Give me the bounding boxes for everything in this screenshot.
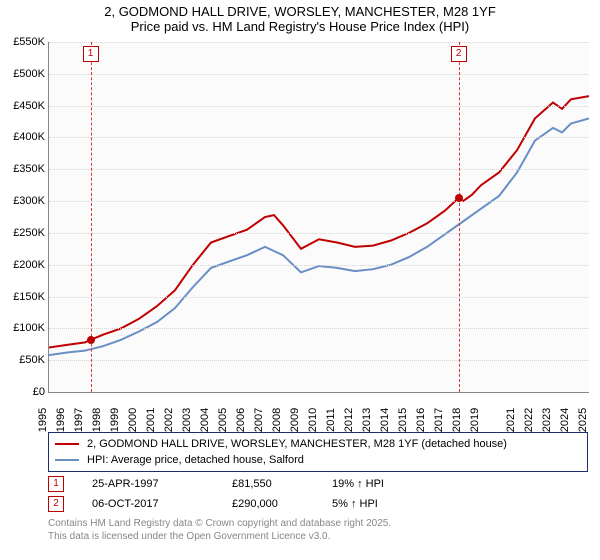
- y-axis-label: £350K: [1, 163, 45, 175]
- transaction-marker-box: 1: [83, 46, 99, 62]
- x-axis-label: 2018: [451, 408, 463, 432]
- footer-line2: This data is licensed under the Open Gov…: [48, 531, 588, 544]
- gridline-horizontal: [49, 297, 589, 298]
- transaction-price: £81,550: [232, 478, 332, 490]
- transaction-vline: [459, 42, 460, 392]
- legend-row-price-paid: 2, GODMOND HALL DRIVE, WORSLEY, MANCHEST…: [55, 436, 581, 452]
- chart-plot-area: £0£50K£100K£150K£200K£250K£300K£350K£400…: [48, 42, 589, 393]
- chart-lines: [49, 42, 589, 392]
- transaction-hpi: 5% ↑ HPI: [332, 498, 432, 510]
- x-axis-label: 1996: [55, 408, 67, 432]
- y-axis-label: £250K: [1, 227, 45, 239]
- y-axis-label: £150K: [1, 291, 45, 303]
- x-axis-label: 2016: [415, 408, 427, 432]
- x-axis-label: 2023: [541, 408, 553, 432]
- x-axis-label: 2003: [181, 408, 193, 432]
- y-axis-label: £450K: [1, 100, 45, 112]
- y-axis-label: £300K: [1, 195, 45, 207]
- x-axis-label: 2007: [253, 408, 265, 432]
- title-line2: Price paid vs. HM Land Registry's House …: [0, 19, 600, 34]
- y-axis-label: £550K: [1, 36, 45, 48]
- gridline-horizontal: [49, 169, 589, 170]
- x-axis-label: 2015: [397, 408, 409, 432]
- gridline-horizontal: [49, 74, 589, 75]
- x-axis-label: 2001: [145, 408, 157, 432]
- gridline-horizontal: [49, 42, 589, 43]
- gridline-horizontal: [49, 360, 589, 361]
- x-axis-label: 1999: [109, 408, 121, 432]
- legend-label-price-paid: 2, GODMOND HALL DRIVE, WORSLEY, MANCHEST…: [87, 438, 507, 450]
- transaction-marker-icon: 2: [48, 496, 64, 512]
- x-axis-label: 2008: [271, 408, 283, 432]
- legend-box: 2, GODMOND HALL DRIVE, WORSLEY, MANCHEST…: [48, 432, 588, 472]
- legend-label-hpi: HPI: Average price, detached house, Salf…: [87, 454, 304, 466]
- transaction-marker-box: 2: [451, 46, 467, 62]
- title-line1: 2, GODMOND HALL DRIVE, WORSLEY, MANCHEST…: [0, 4, 600, 19]
- x-axis-label: 2025: [577, 408, 589, 432]
- y-axis-label: £100K: [1, 322, 45, 334]
- x-axis-label: 2010: [307, 408, 319, 432]
- transaction-date: 25-APR-1997: [92, 478, 232, 490]
- x-axis-label: 2012: [343, 408, 355, 432]
- title-block: 2, GODMOND HALL DRIVE, WORSLEY, MANCHEST…: [0, 0, 600, 34]
- legend-swatch-price-paid: [55, 443, 79, 445]
- x-axis-label: 2022: [523, 408, 535, 432]
- x-axis-label: 2000: [127, 408, 139, 432]
- x-axis-label: 2021: [505, 408, 517, 432]
- series-line-hpi: [49, 118, 589, 355]
- x-axis-label: 1995: [37, 408, 49, 432]
- transaction-date: 06-OCT-2017: [92, 498, 232, 510]
- gridline-horizontal: [49, 233, 589, 234]
- transaction-row: 2 06-OCT-2017 £290,000 5% ↑ HPI: [48, 494, 588, 514]
- x-axis-label: 2024: [559, 408, 571, 432]
- gridline-horizontal: [49, 201, 589, 202]
- x-axis-label: 2006: [235, 408, 247, 432]
- gridline-horizontal: [49, 137, 589, 138]
- transaction-price: £290,000: [232, 498, 332, 510]
- transaction-marker-dot: [455, 194, 463, 202]
- x-axis-label: 2019: [469, 408, 481, 432]
- x-axis-label: 2002: [163, 408, 175, 432]
- gridline-horizontal: [49, 265, 589, 266]
- x-axis-label: 2009: [289, 408, 301, 432]
- x-axis-label: 2005: [217, 408, 229, 432]
- x-axis-label: 1997: [73, 408, 85, 432]
- transaction-table: 1 25-APR-1997 £81,550 19% ↑ HPI 2 06-OCT…: [48, 474, 588, 514]
- y-axis-label: £0: [1, 386, 45, 398]
- y-axis-label: £500K: [1, 68, 45, 80]
- footer-attribution: Contains HM Land Registry data © Crown c…: [48, 518, 588, 543]
- footer-line1: Contains HM Land Registry data © Crown c…: [48, 518, 588, 531]
- transaction-marker-dot: [87, 336, 95, 344]
- y-axis-label: £200K: [1, 259, 45, 271]
- transaction-marker-icon: 1: [48, 476, 64, 492]
- gridline-horizontal: [49, 328, 589, 329]
- x-axis-label: 1998: [91, 408, 103, 432]
- series-line-price_paid: [49, 96, 589, 347]
- y-axis-label: £50K: [1, 354, 45, 366]
- gridline-horizontal: [49, 106, 589, 107]
- chart-container: 2, GODMOND HALL DRIVE, WORSLEY, MANCHEST…: [0, 0, 600, 560]
- legend-row-hpi: HPI: Average price, detached house, Salf…: [55, 452, 581, 468]
- x-axis-label: 2014: [379, 408, 391, 432]
- transaction-hpi: 19% ↑ HPI: [332, 478, 432, 490]
- x-axis-label: 2013: [361, 408, 373, 432]
- x-axis-label: 2017: [433, 408, 445, 432]
- y-axis-label: £400K: [1, 131, 45, 143]
- x-axis-label: 2004: [199, 408, 211, 432]
- legend-swatch-hpi: [55, 459, 79, 461]
- transaction-row: 1 25-APR-1997 £81,550 19% ↑ HPI: [48, 474, 588, 494]
- x-axis-label: 2011: [325, 408, 337, 432]
